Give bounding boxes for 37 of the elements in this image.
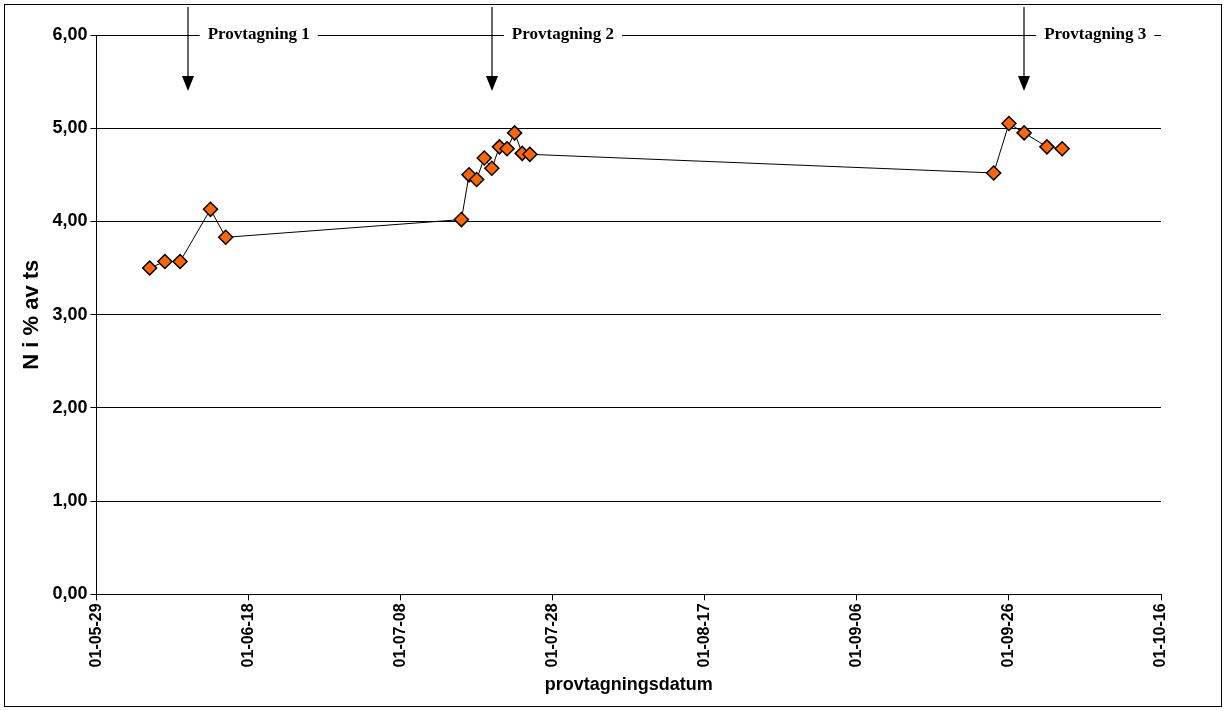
x-tick-label: 01-09-26 bbox=[999, 603, 1017, 668]
y-tick-label: 4,00 bbox=[52, 210, 88, 231]
point bbox=[1039, 139, 1055, 155]
point bbox=[453, 211, 470, 228]
y-tick-label: 5,00 bbox=[52, 117, 88, 138]
point bbox=[522, 146, 538, 163]
point bbox=[476, 150, 492, 166]
x-tick-label: 01-08-17 bbox=[695, 603, 713, 668]
y-tick-label: 1,00 bbox=[52, 490, 88, 511]
x-tick-label: 01-06-18 bbox=[238, 603, 256, 668]
y-axis-title: N i % av ts bbox=[18, 259, 44, 370]
point bbox=[202, 201, 219, 218]
point bbox=[1016, 125, 1032, 141]
x-tick-label: 01-07-08 bbox=[391, 603, 408, 668]
y-tick-label: 0,00 bbox=[52, 583, 88, 604]
point bbox=[985, 165, 1002, 181]
point bbox=[1001, 115, 1017, 132]
x-tick-label: 01-09-06 bbox=[847, 603, 865, 668]
point bbox=[141, 260, 158, 276]
ref-line-label: Provtagning 1 bbox=[207, 24, 310, 44]
x-axis-title: provtagningsdatum bbox=[544, 674, 713, 695]
point bbox=[1054, 140, 1070, 157]
point bbox=[217, 229, 234, 246]
y-tick-label: 3,00 bbox=[52, 303, 88, 324]
x-tick-label: 01-07-28 bbox=[543, 603, 561, 668]
y-tick-label: 2,00 bbox=[52, 396, 88, 417]
point bbox=[172, 253, 188, 270]
point bbox=[468, 171, 485, 188]
y-tick-label: 6,00 bbox=[52, 23, 88, 44]
point bbox=[484, 160, 500, 177]
point bbox=[499, 140, 515, 157]
x-tick-label: 01-05-29 bbox=[86, 603, 104, 668]
ref-line-label: Provtagning 2 bbox=[511, 24, 615, 44]
x-tick-label: 01-10-16 bbox=[1151, 603, 1169, 668]
ref-line-label: Provtagning 3 bbox=[1044, 24, 1147, 44]
point bbox=[157, 253, 173, 270]
point bbox=[506, 125, 523, 141]
